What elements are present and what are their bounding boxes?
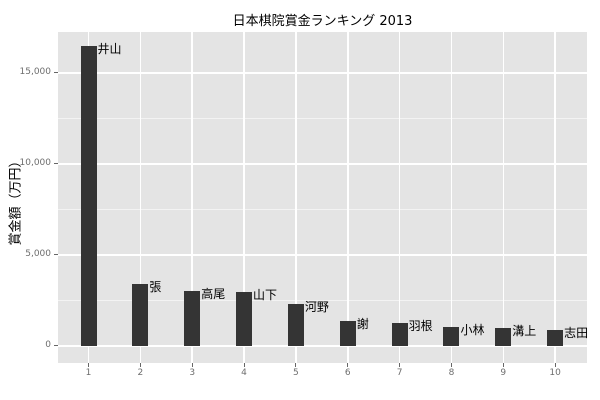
major-gridline [58,72,587,74]
minor-gridline [58,299,587,301]
y-tick-mark [54,254,58,256]
minor-gridline [58,117,587,119]
major-gridline-vertical [554,32,556,363]
bar [80,46,97,346]
bar-label: 山下 [253,288,278,303]
bar [236,292,253,346]
bar-label: 張 [149,279,162,294]
bar-label: 井山 [97,42,122,57]
major-gridline-vertical [295,32,297,363]
bar [287,303,304,346]
bar [132,283,149,346]
x-tick-mark [139,363,141,367]
bar [547,329,564,346]
bar-label: 溝上 [512,324,537,339]
y-axis-title: 賞金額（万円） [8,154,24,246]
y-tick-label: 0 [45,339,51,350]
x-tick-label: 8 [448,368,455,378]
minor-gridline [58,208,587,210]
x-tick-label: 3 [189,368,196,378]
x-tick-mark [399,363,401,367]
bar-label: 小林 [460,323,485,338]
bar-label: 河野 [304,299,329,314]
y-tick-mark [54,72,58,74]
major-gridline-vertical [398,32,401,363]
y-tick-mark [54,163,58,165]
bar [339,321,356,346]
bar-label: 高尾 [201,287,226,302]
major-gridline-vertical [243,32,245,363]
bar-label: 羽根 [408,319,433,334]
y-tick-label: 5,000 [25,248,51,259]
x-tick-label: 4 [241,368,247,378]
bar [443,327,460,346]
x-tick-mark [347,363,349,367]
x-tick-label: 2 [137,368,144,378]
x-tick-mark [295,363,297,367]
x-tick-label: 1 [85,368,92,378]
x-tick-mark [88,363,89,367]
x-tick-label: 5 [293,368,299,378]
major-gridline-vertical [139,32,142,363]
y-tick-label: 10,000 [19,157,52,168]
x-tick-mark [450,363,452,367]
y-tick-label: 15,000 [19,66,52,77]
bar [495,328,512,346]
y-tick-mark [54,345,58,347]
bar-label: 謝 [356,317,369,332]
x-tick-label: 6 [344,368,351,378]
x-tick-mark [243,363,245,367]
x-tick-label: 7 [396,368,403,378]
major-gridline-vertical [502,32,505,363]
chart-title: 日本棋院賞金ランキング 2013 [232,14,413,29]
bar [391,323,408,346]
major-gridline-vertical [450,32,453,363]
x-tick-mark [554,363,556,367]
x-tick-label: 9 [500,368,507,378]
major-gridline [58,163,587,165]
bar-label: 志田 [564,325,589,340]
major-gridline [58,254,587,256]
x-tick-mark [191,363,193,367]
major-gridline-vertical [347,32,349,363]
major-gridline [58,345,587,347]
x-tick-mark [502,363,504,367]
bar [184,291,201,346]
major-gridline-vertical [191,32,193,363]
x-tick-label: 10 [549,368,561,378]
